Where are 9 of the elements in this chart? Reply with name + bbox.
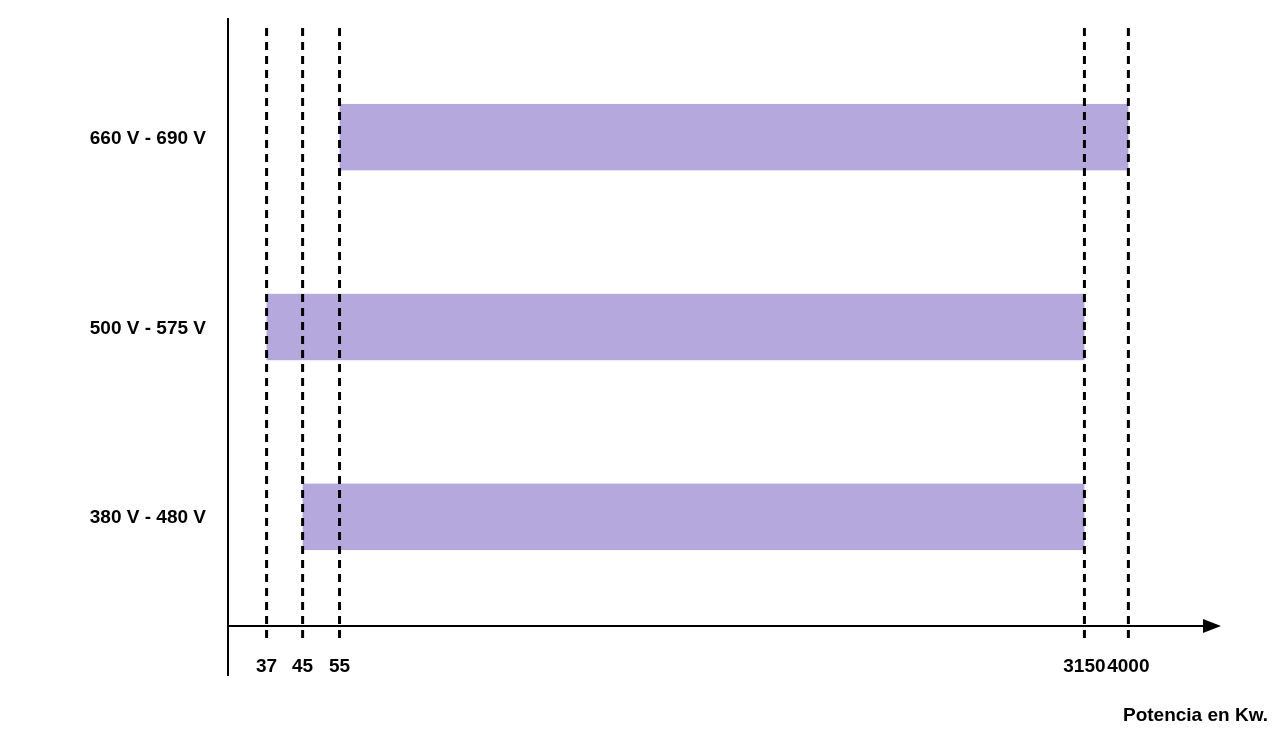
x-tick-label: 55 [328, 655, 351, 676]
y-tick-label: 660 V - 690 V [89, 126, 207, 148]
x-tick-label: 4000 [1107, 655, 1150, 676]
x-tick-label: 45 [292, 655, 314, 676]
y-tick-label: 500 V - 575 V [89, 316, 207, 338]
x-tick-label: 37 [256, 655, 278, 676]
x-axis-title: Potencia en Kw. [1123, 704, 1268, 725]
y-tick-label: 380 V - 480 V [89, 506, 207, 528]
x-tick-label: 3150 [1063, 655, 1106, 676]
